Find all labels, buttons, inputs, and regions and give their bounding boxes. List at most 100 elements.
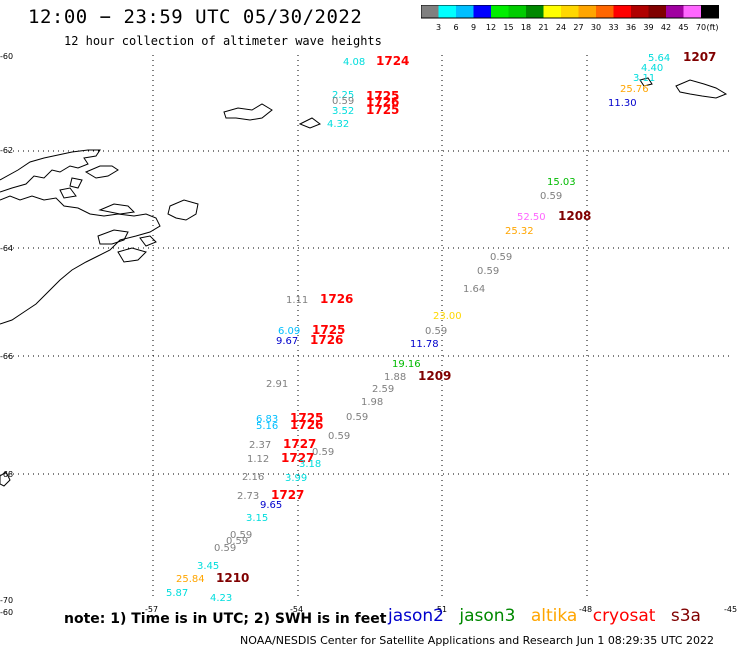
wave-height-label: 1.64	[463, 284, 485, 295]
lat-label: -62	[0, 146, 13, 155]
wave-height-label: 11.30	[608, 98, 637, 109]
scale-swatch	[421, 5, 439, 18]
scale-swatch	[438, 5, 456, 18]
lon-label: -51	[434, 605, 447, 614]
wave-height-label: 2.37	[249, 440, 271, 451]
wave-height-label: 3.52	[332, 106, 354, 117]
wave-height-label: 1.11	[286, 295, 308, 306]
scale-swatch	[596, 5, 614, 18]
scale-label: 6	[453, 23, 458, 32]
scale-swatch	[701, 5, 719, 18]
lat-label: -70	[0, 596, 13, 605]
legend-jason3: jason3	[459, 606, 516, 626]
wave-height-label: 0.59	[312, 447, 334, 458]
wave-height-label: 2.25	[332, 90, 354, 101]
wave-height-label: 4.08	[343, 57, 365, 68]
scale-label: 24	[556, 23, 566, 32]
wave-height-label: 9.67	[276, 336, 298, 347]
scale-swatch	[613, 5, 631, 18]
pass-time-label: 1727	[271, 488, 304, 502]
wave-height-label: 3.45	[197, 561, 219, 572]
wave-height-label: 0.59	[226, 536, 248, 547]
scale-swatch	[491, 5, 509, 18]
legend-cryosat: cryosat	[592, 606, 656, 626]
wave-height-label: 2.91	[266, 379, 288, 390]
pass-time-label: 1726	[290, 418, 323, 432]
scale-label: 30	[591, 23, 601, 32]
scale-swatch	[508, 5, 526, 18]
pass-time-label: 1725	[366, 89, 399, 103]
lat-label: -66	[0, 352, 13, 361]
scale-label: 15	[503, 23, 513, 32]
scale-unit: (ft)	[707, 23, 719, 32]
wave-height-label: 5.64	[648, 53, 670, 64]
pass-time-label: 1725	[366, 103, 399, 117]
wave-height-label: 25.84	[176, 574, 205, 585]
wave-height-label: 0.59	[425, 326, 447, 337]
pass-time-label: 1725	[290, 411, 323, 425]
lat-lon-grid	[8, 55, 730, 600]
wave-height-label: 25.76	[620, 84, 649, 95]
wave-height-color-scale: 3 6 9 12 15 18 21 24 27 30 33 36 39 42 45 70 (ft)	[421, 5, 719, 32]
scale-swatch	[543, 5, 561, 18]
pass-time-label: 1724	[376, 54, 409, 68]
pass-time-label: 1209	[418, 369, 451, 383]
axis-labels: -60 -62 -64 -66 -68 -70 -60 -57 -54 -51 …	[0, 52, 737, 617]
pass-time-label: 1725	[312, 323, 345, 337]
wave-height-label: 5.87	[166, 588, 188, 599]
scale-label: 33	[608, 23, 618, 32]
coastline-south-shetland-islands	[0, 77, 728, 487]
wave-height-label: 4.32	[327, 119, 349, 130]
scale-label: 18	[521, 23, 531, 32]
wave-height-label: 4.23	[210, 593, 232, 604]
wave-height-label: 3.15	[246, 513, 268, 524]
wave-height-label: 11.78	[410, 339, 439, 350]
wave-height-label: 0.59	[214, 543, 236, 554]
scale-label: 9	[471, 23, 476, 32]
wave-height-label: 1.12	[247, 454, 269, 465]
wave-height-label: 0.59	[490, 252, 512, 263]
wave-height-label: 52.50	[517, 212, 546, 223]
wave-height-label: 5.16	[256, 421, 278, 432]
pass-time-label: 1208	[558, 209, 591, 223]
lat-label: -60	[0, 52, 13, 61]
lon-label: -60	[0, 608, 13, 617]
wave-height-label: 23.00	[433, 311, 462, 322]
wave-height-label: 3.18	[299, 459, 321, 470]
wave-height-label: 4.40	[641, 63, 663, 74]
wave-height-label: 3.11	[633, 73, 655, 84]
scale-swatch	[473, 5, 491, 18]
wave-height-label: 0.59	[477, 266, 499, 277]
wave-height-label: 15.03	[547, 177, 576, 188]
wave-height-label: 1.98	[361, 397, 383, 408]
scale-swatch	[578, 5, 596, 18]
scale-label: 45	[678, 23, 688, 32]
scale-label: 39	[643, 23, 653, 32]
satellite-legend: jason2 jason3 altika cryosat s3a	[388, 606, 711, 626]
pass-time-label: 1726	[366, 95, 399, 109]
wave-height-label: 0.59	[328, 431, 350, 442]
wave-height-label: 0.59	[540, 191, 562, 202]
wave-height-label: 6.83	[256, 414, 278, 425]
wave-height-label: 25.32	[505, 226, 534, 237]
wave-height-label: 0.59	[230, 530, 252, 541]
scale-label: 27	[573, 23, 583, 32]
legend-s3a: s3a	[670, 606, 701, 626]
lat-label: -64	[0, 244, 13, 253]
pass-time-label: 1726	[310, 333, 343, 347]
credit-line: NOAA/NESDIS Center for Satellite Applica…	[240, 634, 715, 647]
wave-height-label: 6.09	[278, 326, 300, 337]
wave-height-label: 19.16	[392, 359, 421, 370]
wave-height-label: 0.59	[346, 412, 368, 423]
pass-time-label: 1207	[683, 50, 716, 64]
scale-label: 3	[436, 23, 441, 32]
pass-time-label: 1210	[216, 571, 249, 585]
lat-label: -68	[0, 470, 13, 479]
scale-swatch	[683, 5, 701, 18]
wave-height-label: 2.73	[237, 491, 259, 502]
lon-label: -54	[290, 605, 303, 614]
scale-frame	[421, 5, 719, 19]
scale-swatch	[666, 5, 684, 18]
